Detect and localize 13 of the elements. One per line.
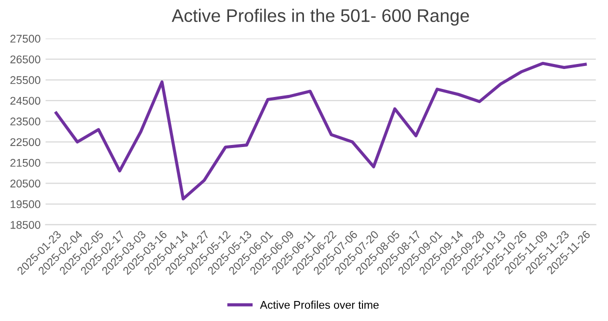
y-tick-label: 22500 <box>10 138 40 146</box>
y-tick-label: 19500 <box>10 200 40 208</box>
line-series <box>54 62 587 200</box>
y-tick-label: 23500 <box>10 118 40 126</box>
y-tick-label: 18500 <box>10 220 40 229</box>
y-tick-label: 24500 <box>10 96 40 105</box>
legend-label: Active Profiles over time <box>260 300 379 309</box>
y-tick-label: 27500 <box>10 34 40 43</box>
y-tick-label: 26500 <box>10 55 40 64</box>
y-tick-label: 21500 <box>10 158 40 167</box>
y-tick-label: 25500 <box>10 76 40 84</box>
chart-title: Active Profiles in the 501- 600 Range <box>172 8 469 26</box>
y-tick-label: 20500 <box>10 180 40 188</box>
